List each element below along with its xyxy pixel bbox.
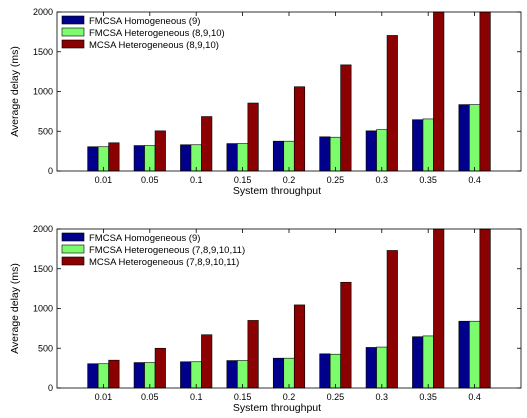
legend: FMCSA Homogeneous (9)FMCSA Heterogeneous… [61, 232, 245, 268]
bar [365, 130, 377, 172]
x-tick-label: 0.25 [327, 392, 345, 402]
bar [272, 357, 285, 389]
x-tick-label: 0.2 [283, 175, 296, 185]
bar [329, 136, 341, 172]
bar [376, 129, 388, 172]
bar [108, 142, 120, 172]
bar [479, 11, 491, 172]
bar [412, 119, 424, 172]
legend-entry: FMCSA Heterogeneous (7,8,9,10,11) [89, 245, 245, 256]
x-tick-label: 0.15 [234, 175, 252, 185]
x-tick-label: 0.35 [419, 392, 437, 402]
x-tick-label: 0.01 [95, 392, 113, 402]
bar [87, 146, 99, 172]
x-tick-label: 0.05 [141, 175, 159, 185]
y-tick-label: 2000 [33, 7, 53, 17]
bar [422, 335, 434, 389]
bar [412, 336, 424, 389]
bar [226, 360, 238, 389]
legend-swatch [61, 39, 85, 49]
bar [293, 304, 306, 389]
bar [376, 346, 388, 389]
y-tick-label: 0 [48, 166, 53, 176]
bar [319, 136, 331, 172]
y-tick-label: 0 [48, 383, 53, 393]
bar [237, 360, 249, 389]
bar [469, 320, 481, 389]
x-tick-label: 0.3 [376, 392, 389, 402]
x-tick-label: 0.15 [234, 392, 252, 402]
bar [293, 86, 306, 172]
legend-entry: FMCSA Homogeneous (9) [89, 233, 200, 244]
bar [201, 334, 213, 389]
legend-swatch [61, 244, 85, 254]
bar [247, 102, 259, 172]
legend-entry: MCSA Heterogeneous (7,8,9,10,11) [89, 257, 239, 268]
bar [422, 118, 434, 172]
bar [386, 35, 398, 172]
x-tick-label: 0.4 [468, 392, 481, 402]
bar [272, 140, 285, 172]
bar [469, 104, 481, 172]
bar [87, 363, 99, 389]
bar [479, 228, 491, 389]
x-tick-label: 0.35 [419, 175, 437, 185]
x-tick-label: 0.4 [468, 175, 481, 185]
y-tick-label: 1000 [33, 87, 53, 97]
bar [283, 140, 295, 172]
legend-swatch [61, 256, 85, 266]
bar [433, 11, 445, 172]
chart-2: 0 500 1000 1500 2000 0.01 0.05 0.1 0.15 0.2 0.25 0.… [9, 224, 522, 414]
x-tick-label: 0.1 [190, 392, 203, 402]
legend: FMCSA Homogeneous (9)FMCSA Heterogeneous… [61, 15, 225, 51]
bar [154, 130, 166, 172]
x-tick-label: 0.1 [190, 175, 203, 185]
x-axis-label: System throughput [233, 185, 321, 197]
bar [340, 64, 352, 172]
legend-entry: FMCSA Homogeneous (9) [89, 16, 200, 27]
bar [319, 353, 331, 389]
y-tick-label: 2000 [33, 224, 53, 234]
bar [133, 145, 145, 172]
y-tick-label: 500 [38, 126, 53, 136]
bar [180, 361, 192, 389]
bar [226, 143, 238, 172]
legend-entry: MCSA Heterogeneous (8,9,10) [89, 40, 219, 51]
legend-swatch [61, 27, 85, 37]
legend-entry: FMCSA Heterogeneous (8,9,10) [89, 28, 225, 39]
x-tick-label: 0.25 [327, 175, 345, 185]
bar [365, 347, 377, 389]
bar [154, 347, 166, 389]
bar [237, 143, 249, 172]
bar [180, 144, 192, 172]
legend-swatch [61, 232, 85, 242]
bar [329, 353, 341, 389]
legend-swatch [61, 15, 85, 25]
y-axis-label: Average delay (ms) [9, 263, 21, 354]
bar [340, 281, 352, 389]
chart-1: 0 500 1000 1500 2000 0.01 0.05 0.1 0.15 0.2 0.25 0.… [9, 7, 522, 197]
bar [247, 320, 259, 389]
bar [108, 359, 120, 389]
y-axis-label: Average delay (ms) [9, 46, 21, 137]
bar [133, 362, 145, 389]
y-tick-label: 1500 [33, 264, 53, 274]
bar [458, 320, 470, 389]
y-tick-label: 1500 [33, 47, 53, 57]
x-tick-label: 0.01 [95, 175, 113, 185]
x-tick-label: 0.2 [283, 392, 296, 402]
bar [386, 250, 398, 389]
bar [433, 228, 445, 389]
x-tick-label: 0.05 [141, 392, 159, 402]
x-tick-label: 0.3 [376, 175, 389, 185]
x-axis-label: System throughput [233, 402, 321, 414]
y-tick-label: 1000 [33, 304, 53, 314]
bar [458, 104, 470, 172]
bar [201, 116, 213, 172]
y-tick-label: 500 [38, 343, 53, 353]
bar [283, 357, 295, 389]
